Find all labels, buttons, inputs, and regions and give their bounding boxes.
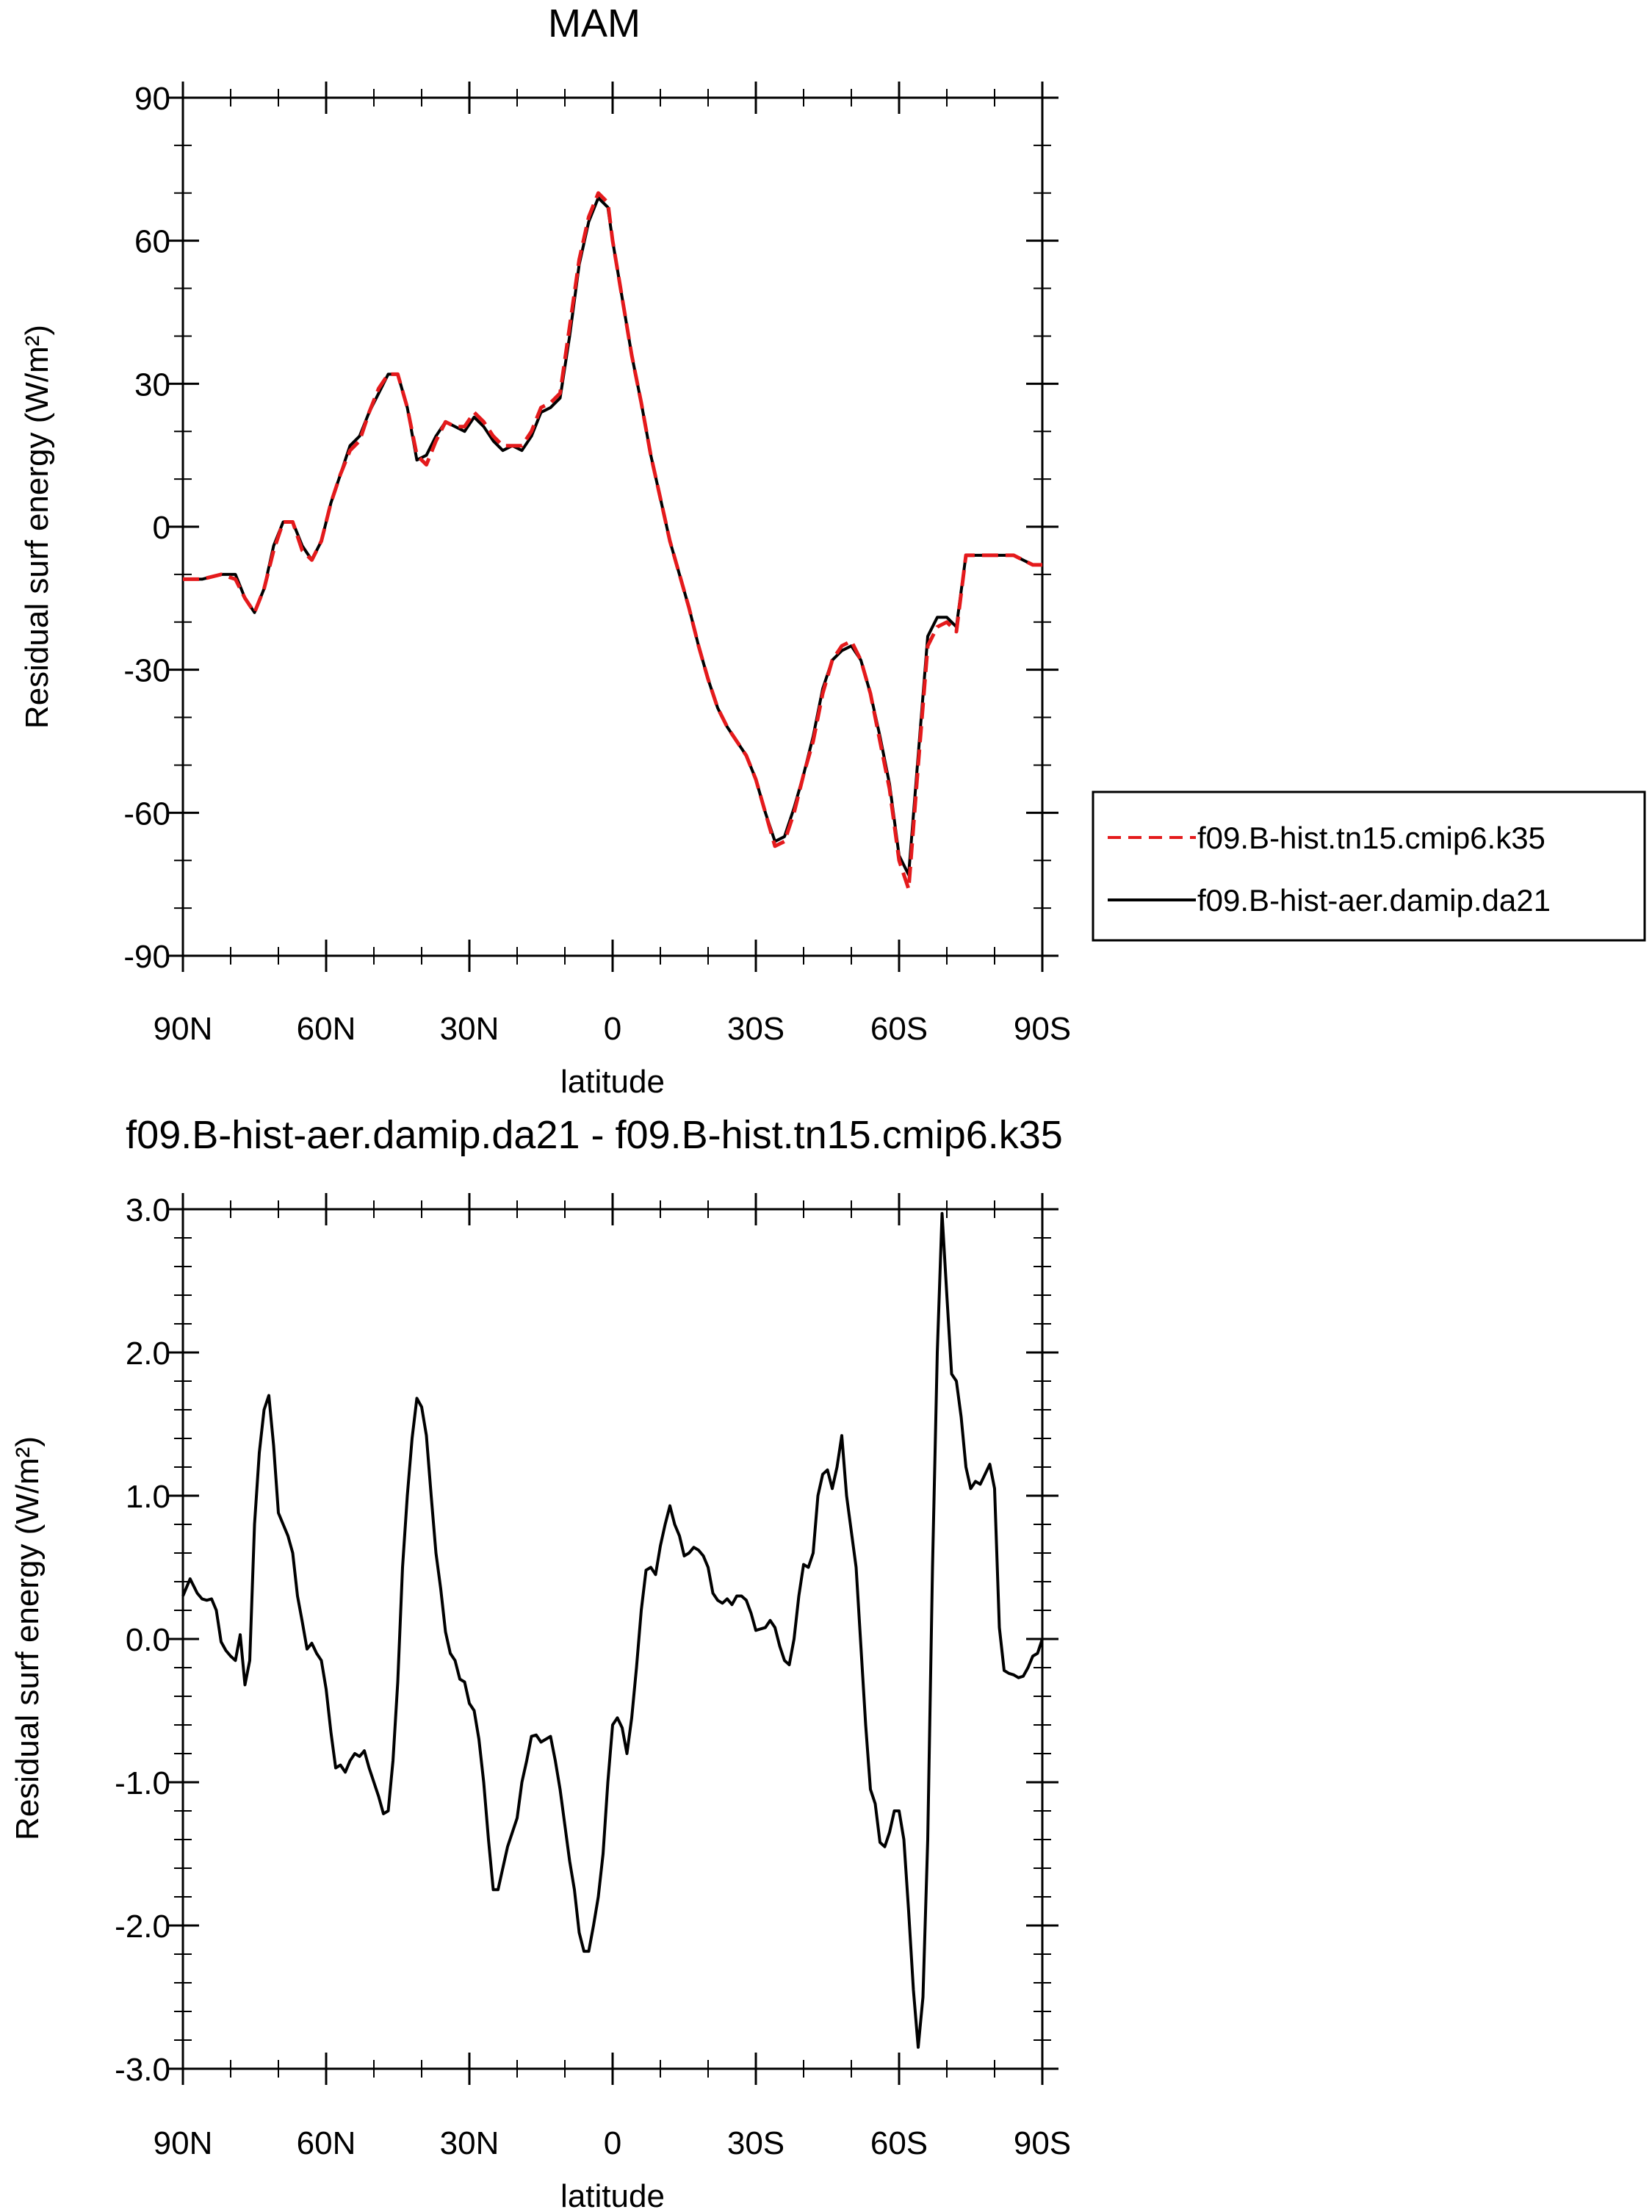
legend-box: [1092, 790, 1646, 942]
bottom-ytick-label: -3.0: [115, 2052, 170, 2088]
bottom-chart-title: f09.B-hist-aer.damip.da21 - f09.B-hist.t…: [126, 1113, 1063, 1157]
bottom-xtick-label: 60N: [297, 2125, 356, 2161]
top-xtick-label: 30S: [727, 1011, 784, 1047]
bottom-ticks: [167, 1193, 1058, 2085]
top-xtick-label: 60N: [297, 1011, 356, 1047]
top-series-line-1: [183, 191, 1042, 891]
top-xtick-label: 90S: [1014, 1011, 1071, 1047]
legend-label-series-1: f09.B-hist.tn15.cmip6.k35: [1197, 821, 1545, 855]
top-y-axis-label: Residual surf energy (W/m²): [19, 325, 55, 729]
top-ytick-label: 0: [153, 510, 170, 546]
bottom-xtick-label: 60S: [870, 2125, 928, 2161]
top-panel: MAM 90 60 30 0 -30 -60 -90 90N 60N 30N 0 30S 60S 90S…: [19, 1, 1646, 1100]
bottom-ytick-labels: 3.0 2.0 1.0 0.0 -1.0 -2.0 -3.0: [115, 1192, 170, 2088]
top-ytick-label: 60: [134, 224, 170, 260]
bottom-xtick-label: 0: [604, 2125, 621, 2161]
bottom-plot-frame: [181, 1208, 1044, 2070]
bottom-x-axis-label: latitude: [560, 2178, 665, 2212]
top-ytick-label: -30: [123, 653, 170, 689]
top-xtick-labels: 90N 60N 30N 0 30S 60S 90S: [154, 1011, 1072, 1047]
bottom-ytick-label: 2.0: [126, 1336, 170, 1372]
bottom-ytick-label: 3.0: [126, 1192, 170, 1228]
top-ytick-label: 90: [134, 81, 170, 117]
top-xtick-label: 90N: [154, 1011, 213, 1047]
top-x-axis-label: latitude: [560, 1064, 665, 1100]
top-xtick-label: 0: [604, 1011, 621, 1047]
bottom-xtick-labels: 90N 60N 30N 0 30S 60S 90S: [154, 2125, 1072, 2161]
top-series: [183, 191, 1042, 891]
legend-label-series-2: f09.B-hist-aer.damip.da21: [1197, 883, 1551, 918]
bottom-xtick-label: 30S: [727, 2125, 784, 2161]
top-series-line-2: [183, 196, 1042, 876]
bottom-xtick-label: 30N: [440, 2125, 499, 2161]
top-ytick-label: 30: [134, 367, 170, 403]
bottom-xtick-label: 90N: [154, 2125, 213, 2161]
top-xtick-label: 30N: [440, 1011, 499, 1047]
top-ytick-labels: 90 60 30 0 -30 -60 -90: [123, 81, 170, 975]
top-chart-title: MAM: [548, 1, 641, 46]
top-ytick-label: -60: [123, 796, 170, 832]
bottom-ytick-label: 1.0: [126, 1479, 170, 1515]
bottom-xtick-label: 90S: [1014, 2125, 1071, 2161]
bottom-y-axis-label: Residual surf energy (W/m²): [10, 1436, 46, 1840]
bottom-ytick-label: -1.0: [115, 1765, 170, 1801]
top-xtick-label: 60S: [870, 1011, 928, 1047]
legend: f09.B-hist.tn15.cmip6.k35 f09.B-hist-aer…: [1092, 790, 1646, 942]
top-ytick-label: -90: [123, 939, 170, 975]
bottom-ytick-label: 0.0: [126, 1622, 170, 1658]
bottom-series: [181, 1211, 1044, 2049]
bottom-series-line-1: [181, 1211, 1044, 2049]
bottom-panel: f09.B-hist-aer.damip.da21 - f09.B-hist.t…: [10, 1113, 1071, 2212]
bottom-ytick-label: -2.0: [115, 1909, 170, 1945]
top-ticks: [167, 82, 1058, 972]
